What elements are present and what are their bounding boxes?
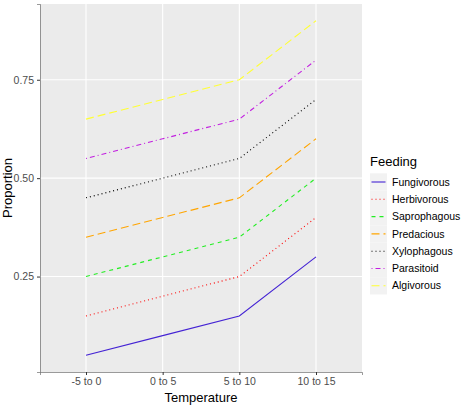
y-axis: 0.25 0.50 0.75 [14, 5, 41, 373]
legend-label: Fungivorous [392, 176, 450, 188]
y-tick: 0.25 [14, 270, 40, 282]
grid [40, 4, 362, 372]
series-line [86, 257, 316, 355]
legend-label: Herbivorous [392, 193, 449, 205]
x-tick: -5 to 0 [72, 372, 102, 387]
legend-key-bg [370, 191, 387, 208]
legend-key [372, 181, 386, 182]
grid-line [40, 79, 362, 80]
legend-key [372, 285, 386, 286]
y-tick-label: 0.75 [14, 74, 35, 86]
grid-line [40, 178, 362, 179]
legend: Feeding Fungivorous Herbivorous Saprophagou… [370, 154, 460, 294]
x-axis: -5 to 0 0 to 5 5 to 10 10 to 15 [41, 372, 363, 387]
series-line [86, 218, 316, 316]
series-line [86, 178, 316, 276]
legend-key-bg [370, 173, 387, 190]
y-tick: 0.75 [14, 74, 40, 86]
legend-key [372, 216, 386, 217]
lines [86, 21, 316, 356]
grid-line [162, 4, 163, 372]
legend-label: Saprophagous [392, 210, 460, 222]
legend-key-bg [370, 225, 387, 242]
y-axis-title: Proportion [0, 158, 15, 218]
legend-label: Predacious [392, 228, 445, 240]
legend-label: Algivorous [392, 279, 441, 291]
x-tick: 10 to 15 [298, 372, 336, 387]
legend-key-bg [370, 208, 387, 225]
legend-title: Feeding [370, 154, 417, 169]
series-line [86, 60, 316, 158]
chart: 0.25 0.50 0.75 -5 to 0 0 to 5 5 to 10 10 to 15… [0, 0, 474, 409]
legend-key [372, 268, 386, 269]
legend-key [372, 233, 386, 234]
x-tick-label: 5 to 10 [224, 375, 256, 387]
x-tick-label: -5 to 0 [72, 375, 102, 387]
legend-label: Xylophagous [392, 245, 453, 257]
x-tick-label: 0 to 5 [150, 375, 176, 387]
y-tick-label: 0.25 [14, 270, 35, 282]
x-axis-title: Temperature [165, 390, 238, 405]
y-tick-mark [37, 80, 40, 81]
plot-background [40, 4, 362, 372]
legend-key-bg [370, 260, 387, 277]
grid-line [315, 4, 316, 372]
series-line [86, 99, 316, 197]
x-tick: 5 to 10 [224, 372, 256, 387]
series-line [86, 139, 316, 237]
grid-line [85, 4, 86, 372]
legend-key-bg [370, 277, 387, 294]
legend-key [372, 251, 386, 252]
y-tick-mark [37, 277, 40, 278]
series-line [86, 21, 316, 119]
y-axis-line [37, 5, 41, 373]
y-tick-mark [37, 178, 40, 179]
x-tick-label: 10 to 15 [298, 375, 336, 387]
grid-line [239, 4, 240, 372]
legend-label: Parasitoid [392, 262, 439, 274]
x-tick: 0 to 5 [150, 372, 176, 387]
legend-key-bg [370, 243, 387, 260]
y-tick-label: 0.50 [14, 172, 35, 184]
y-tick: 0.50 [14, 172, 40, 184]
legend-key [372, 199, 386, 200]
